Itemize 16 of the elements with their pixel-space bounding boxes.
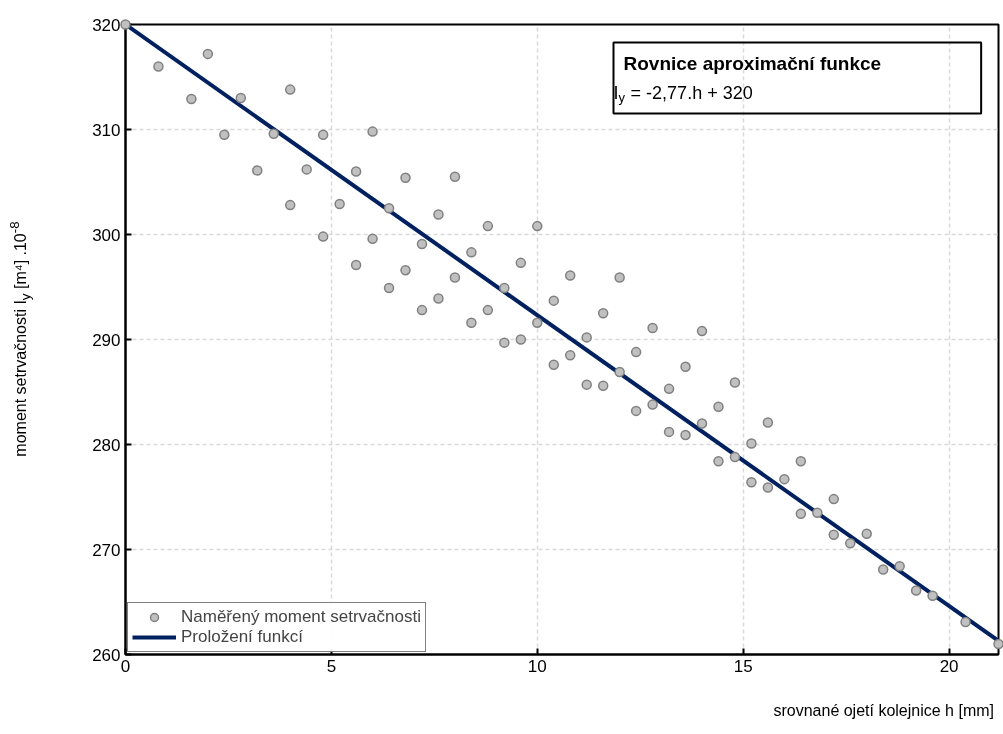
legend-label: Proložení funkcí [181, 627, 303, 647]
x-tick-label: 0 [120, 656, 131, 676]
x-tick-label: 20 [939, 656, 959, 676]
y-tick-label: 300 [92, 225, 121, 245]
x-tick-label: 10 [527, 656, 547, 676]
y-tick-label: 320 [92, 15, 121, 35]
annotation: Rovnice aproximační funkce [623, 52, 882, 74]
x-tick-label: 15 [733, 656, 753, 676]
y-tick-label: 290 [92, 330, 121, 350]
x-tick-label: 5 [326, 656, 337, 676]
y-tick-label: 280 [92, 435, 121, 455]
legend-label: Naměřený moment setrvačnosti [181, 607, 421, 627]
y-tick-label: 270 [92, 540, 121, 560]
x-axis-title: srovnané ojetí kolejnice h [mm] [772, 701, 994, 721]
y-tick-label: 260 [92, 645, 121, 665]
y-tick-label: 310 [92, 120, 121, 140]
